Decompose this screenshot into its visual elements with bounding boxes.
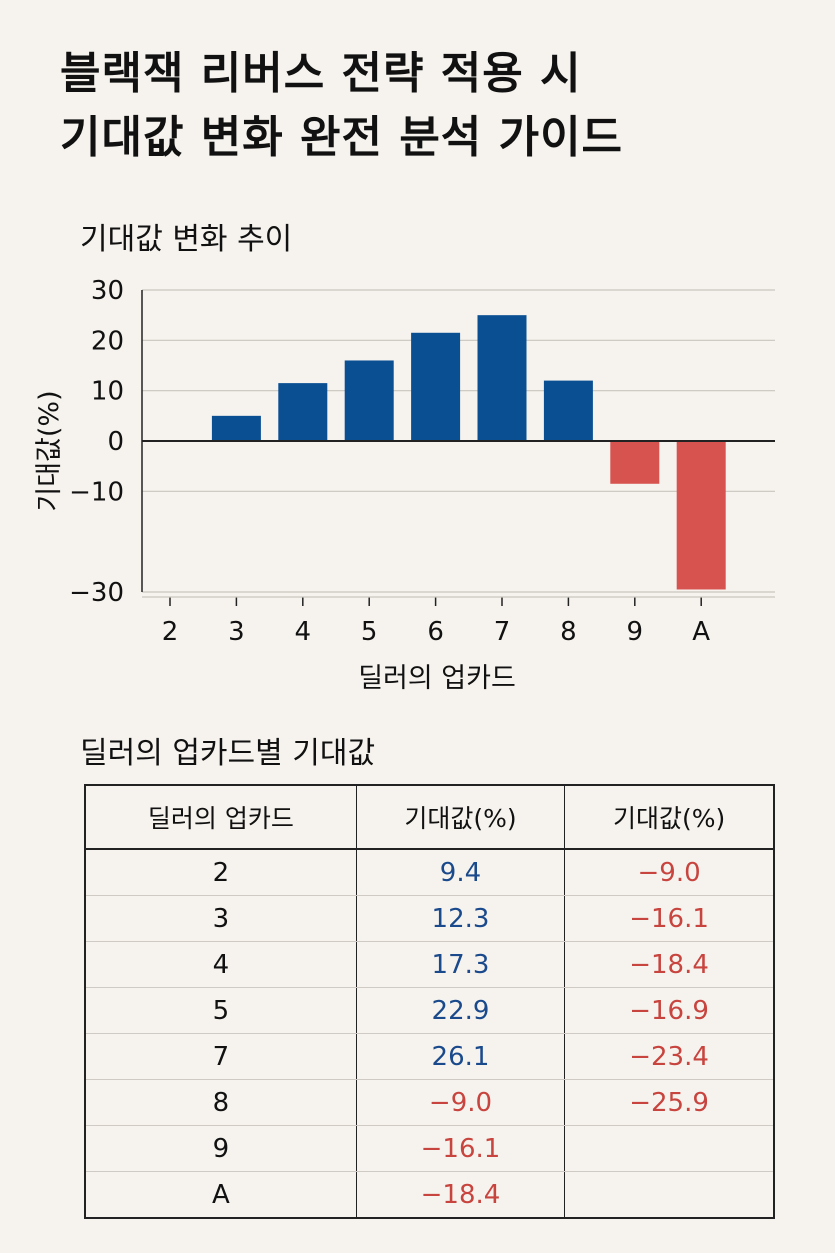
table-row: 7 26.1 −23.4 [85,1033,774,1080]
chart-title: 기대값 변화 추이 [80,222,293,257]
x-tick-label: 2 [162,617,179,647]
cell-ev-2: −23.4 [564,1033,774,1080]
bar-6 [411,332,461,441]
table-row: 4 17.3 −18.4 [85,941,774,988]
page-title: 블랙잭 리버스 전략 적용 시 기대값 변화 완전 분석 가이드 [60,42,820,170]
cell-ev-2: −18.4 [564,941,774,988]
page-title-line-2: 기대값 변화 완전 분석 가이드 [60,112,624,163]
x-tick-label: A [692,617,710,647]
x-tick-label: 7 [494,617,511,647]
cell-ev-2 [564,1125,774,1172]
table-row: A −18.4 [85,1171,774,1218]
cell-ev-1: −18.4 [355,1171,565,1218]
y-tick-label: 20 [91,326,124,356]
cell-ev-1: 9.4 [355,849,565,896]
y-tick-label: −30 [69,578,124,608]
x-tick-label: 3 [228,617,245,647]
y-tick-label: 0 [107,427,124,457]
cell-ev-2: −16.1 [564,895,774,942]
cell-upcard: 5 [85,987,357,1034]
cell-ev-2: −16.9 [564,987,774,1034]
cell-upcard: 8 [85,1079,357,1126]
cell-ev-1: 17.3 [355,941,565,988]
cell-ev-1: −16.1 [355,1125,565,1172]
y-tick-label: −10 [69,477,124,507]
cell-ev-1: 26.1 [355,1033,565,1080]
cell-ev-1: 22.9 [355,987,565,1034]
table-header-row: 딜러의 업카드 기대값(%) 기대값(%) [85,785,774,850]
bar-5 [344,360,394,441]
cell-upcard: 7 [85,1033,357,1080]
y-tick-label: 10 [91,377,124,407]
bar-chart: 30 20 10 0 −10 −30 2 3 4 5 6 7 8 9 A 딜러의 업카드 기대값(%) [34,276,775,694]
bar-3 [211,415,261,441]
table-title: 딜러의 업카드별 기대값 [80,736,376,771]
table-row: 2 9.4 −9.0 [85,849,774,896]
cell-upcard: 3 [85,895,357,942]
y-axis-label: 기대값(%) [34,390,65,511]
table-row: 3 12.3 −16.1 [85,895,774,942]
x-tick-label: 8 [560,617,577,647]
page-title-line-1: 블랙잭 리버스 전략 적용 시 [60,48,582,99]
column-header-ev-2: 기대값(%) [564,785,774,850]
cell-ev-2 [564,1171,774,1218]
table-row: 8 −9.0 −25.9 [85,1079,774,1126]
cell-ev-1: 12.3 [355,895,565,942]
bar-8 [543,380,593,441]
cell-ev-1: −9.0 [355,1079,565,1126]
x-tick-label: 9 [627,617,644,647]
cell-ev-2: −25.9 [564,1079,774,1126]
bar-7 [477,315,527,441]
bar-A [676,441,726,590]
bar-9 [610,441,660,484]
bar-4 [278,383,328,441]
column-header-upcard: 딜러의 업카드 [85,785,357,850]
table-row: 5 22.9 −16.9 [85,987,774,1034]
cell-upcard: 9 [85,1125,357,1172]
y-tick-label: 30 [91,276,124,306]
x-axis-label: 딜러의 업카드 [358,663,516,694]
x-tick-label: 4 [295,617,312,647]
cell-upcard: 2 [85,849,357,896]
x-tick-label: 6 [427,617,444,647]
column-header-ev-1: 기대값(%) [355,785,565,850]
cell-upcard: 4 [85,941,357,988]
x-tick-label: 5 [361,617,378,647]
cell-upcard: A [211,1179,230,1210]
table-row: 9 −16.1 [85,1125,774,1172]
expected-value-table: 딜러의 업카드 기대값(%) 기대값(%) 2 9.4 −9.0 3 12.3 −16.1… [84,784,775,1219]
cell-ev-2: −9.0 [564,849,774,896]
